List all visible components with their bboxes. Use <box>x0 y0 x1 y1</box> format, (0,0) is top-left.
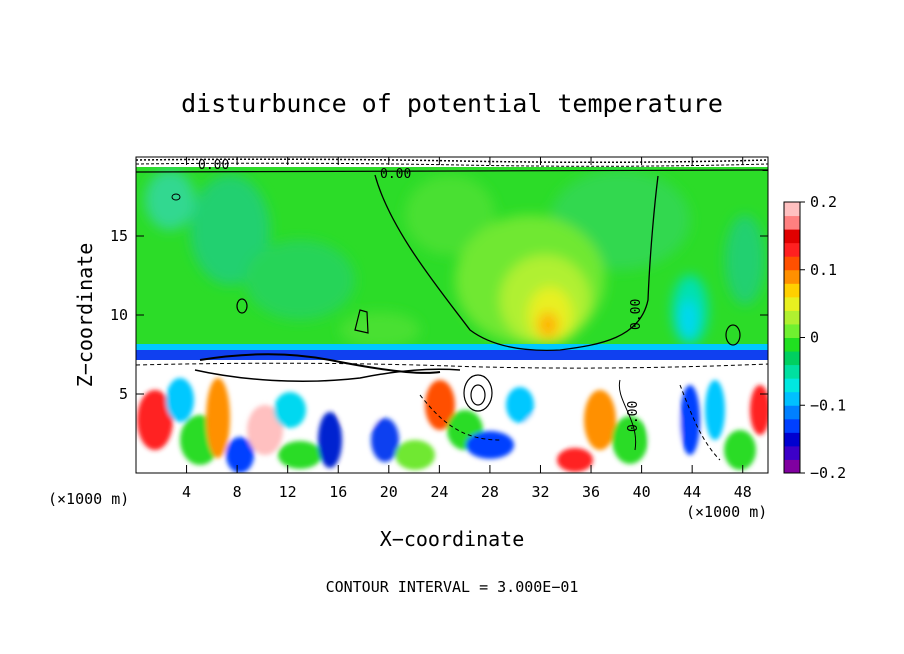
colorbar-tick-label: 0 <box>810 329 819 347</box>
colorbar-swatch <box>784 378 800 393</box>
top-band <box>136 157 768 167</box>
colorbar-swatch <box>784 215 800 230</box>
x-tick-label: 12 <box>279 483 297 501</box>
colorbar-swatch <box>784 391 800 406</box>
x-unit-left: (×1000 m) <box>48 490 129 508</box>
colorbar-swatch <box>784 229 800 244</box>
x-tick-label: 28 <box>481 483 499 501</box>
colorbar-swatch <box>784 283 800 298</box>
x-tick-label: 16 <box>329 483 347 501</box>
x-tick-label: 8 <box>233 483 242 501</box>
contour-top <box>136 169 768 173</box>
x-tick-label: 32 <box>531 483 549 501</box>
x-tick-label: 24 <box>430 483 448 501</box>
colorbar-swatch <box>784 445 800 460</box>
contour-label: 0.00 <box>380 167 411 182</box>
colorbar-tick-label: −0.1 <box>810 396 846 414</box>
colorbar-swatch <box>784 432 800 447</box>
colorbar-swatch <box>784 296 800 311</box>
x-tick-label: 40 <box>633 483 651 501</box>
upper-variations <box>145 170 765 348</box>
colorbar-swatch <box>784 337 800 352</box>
colorbar-tick-label: 0.1 <box>810 261 837 279</box>
y-tick-label: 10 <box>110 306 128 324</box>
colorbar-swatch <box>784 256 800 271</box>
colorbar-swatch <box>784 351 800 366</box>
contour-label: 0.00 <box>626 401 641 432</box>
y-tick-label: 15 <box>110 227 128 245</box>
inversion-band-blue <box>136 350 768 360</box>
colorbar-swatch <box>784 202 800 217</box>
colorbar-swatch <box>784 405 800 420</box>
colorbar-tick-label: 0.2 <box>810 193 837 211</box>
inversion-band-cyan <box>136 344 768 350</box>
x-tick-label: 4 <box>182 483 191 501</box>
colorbar-swatch <box>784 364 800 379</box>
x-tick-label: 36 <box>582 483 600 501</box>
contour-label: 0.00 <box>198 158 229 173</box>
y-tick-label: 5 <box>119 385 128 403</box>
colorbar-tick-label: −0.2 <box>810 464 846 482</box>
y-axis-label: Z−coordinate <box>73 243 97 388</box>
x-tick-label: 48 <box>734 483 752 501</box>
chart-title: disturbunce of potential temperature <box>181 89 723 118</box>
contour-interval: CONTOUR INTERVAL = 3.000E−01 <box>326 578 579 596</box>
plot-area: 0.00 0.00 0.00 0.00 <box>136 157 768 473</box>
colorbar: 0.2 0.1 0 −0.1 −0.2 <box>783 193 846 482</box>
x-unit-right: (×1000 m) <box>686 503 767 521</box>
colorbar-swatch <box>784 418 800 433</box>
x-tick-label: 20 <box>380 483 398 501</box>
contour-label: 0.00 <box>629 299 644 330</box>
x-tick-label: 44 <box>683 483 701 501</box>
colorbar-swatch <box>784 310 800 325</box>
x-axis-label: X−coordinate <box>380 527 525 551</box>
colorbar-swatch <box>784 269 800 284</box>
contour-zero-main <box>374 174 659 351</box>
colorbar-swatch <box>784 242 800 257</box>
colorbar-swatch <box>784 323 800 338</box>
lower-turbulence <box>137 378 768 473</box>
colorbar-swatch <box>784 459 800 474</box>
